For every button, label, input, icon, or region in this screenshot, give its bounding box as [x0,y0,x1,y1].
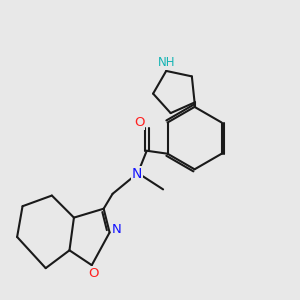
Text: NH: NH [158,56,175,69]
Text: N: N [132,167,142,181]
Text: O: O [134,116,145,129]
Text: O: O [88,267,98,280]
Text: N: N [112,223,122,236]
